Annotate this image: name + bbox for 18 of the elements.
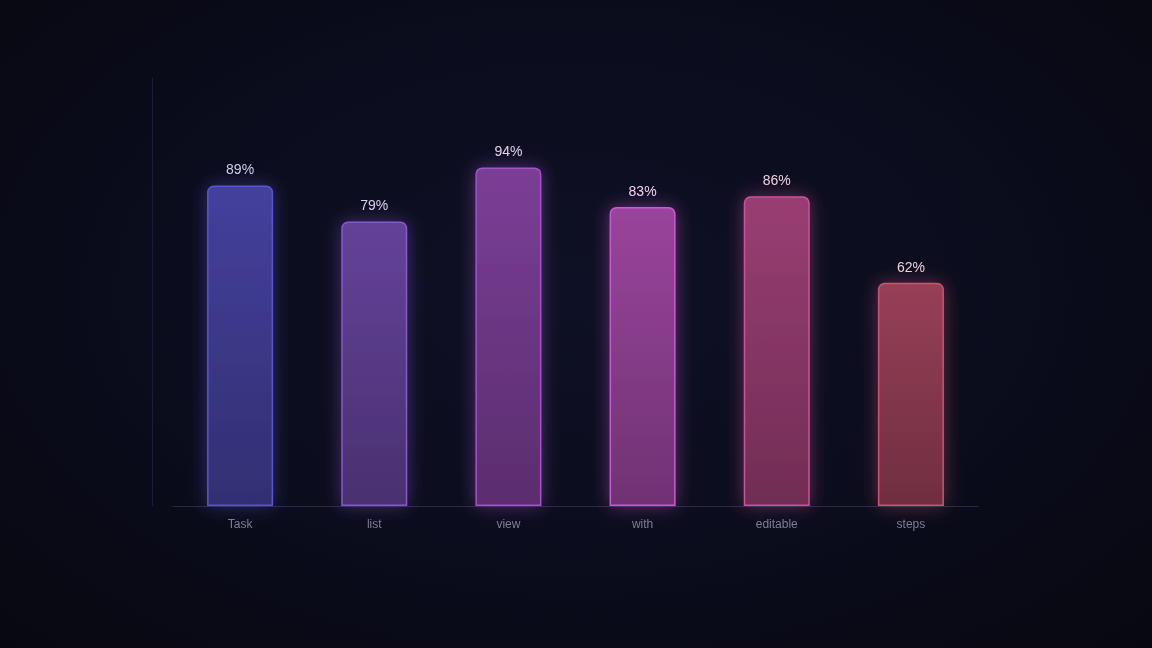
data-label: 83% xyxy=(628,183,657,200)
bar xyxy=(341,221,408,506)
data-label: 62% xyxy=(896,258,925,275)
data-label: 89% xyxy=(226,161,255,178)
bar xyxy=(475,167,542,506)
bar xyxy=(743,196,810,506)
x-tick-label: view xyxy=(496,517,521,531)
x-tick-label: Task xyxy=(227,517,254,531)
x-tick-label: editable xyxy=(755,517,799,531)
bar xyxy=(207,185,274,506)
x-tick-label: with xyxy=(630,517,654,531)
x-tick-label: list xyxy=(366,517,383,531)
data-label: 86% xyxy=(762,172,791,189)
x-tick-label: steps xyxy=(896,517,926,531)
data-label: 79% xyxy=(360,197,389,214)
bar xyxy=(877,282,944,506)
data-label: 94% xyxy=(494,143,523,160)
bar xyxy=(609,207,676,506)
